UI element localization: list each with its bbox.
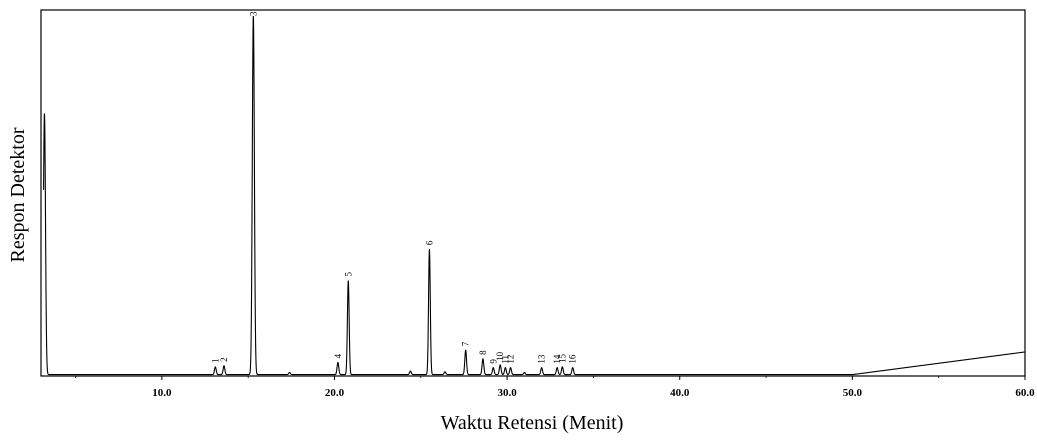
peak-label-16: 16 (568, 354, 578, 364)
peak-label-13: 13 (537, 354, 547, 364)
peak-label-8: 8 (478, 350, 488, 355)
x-tick-label: 50.0 (843, 387, 863, 399)
x-axis-title: Waktu Retensi (Menit) (441, 412, 624, 434)
peak-label-2: 2 (219, 357, 229, 362)
chromatogram-trace (43, 15, 1026, 376)
peak-label-12: 12 (506, 355, 516, 364)
x-tick-label: 60.0 (1015, 387, 1035, 399)
peak-label-10: 10 (495, 351, 505, 361)
x-tick-label: 10.0 (152, 387, 172, 399)
peak-label-14: 14 (552, 354, 562, 364)
peak-label-5: 5 (343, 271, 353, 276)
x-tick-label: 40.0 (670, 387, 690, 399)
peak-label-15: 15 (557, 353, 567, 363)
peak-label-3: 3 (248, 11, 258, 16)
y-axis-title: Respon Detektor (7, 127, 29, 262)
peak-label-6: 6 (424, 240, 434, 245)
x-tick-label: 20.0 (325, 387, 345, 399)
peak-label-4: 4 (333, 353, 343, 358)
peak-label-11: 11 (500, 355, 510, 364)
peak-label-1: 1 (210, 358, 220, 363)
peak-label-9: 9 (488, 359, 498, 364)
peak-label-7: 7 (461, 341, 471, 346)
x-tick-label: 30.0 (497, 387, 517, 399)
plot-frame (40, 9, 1026, 377)
